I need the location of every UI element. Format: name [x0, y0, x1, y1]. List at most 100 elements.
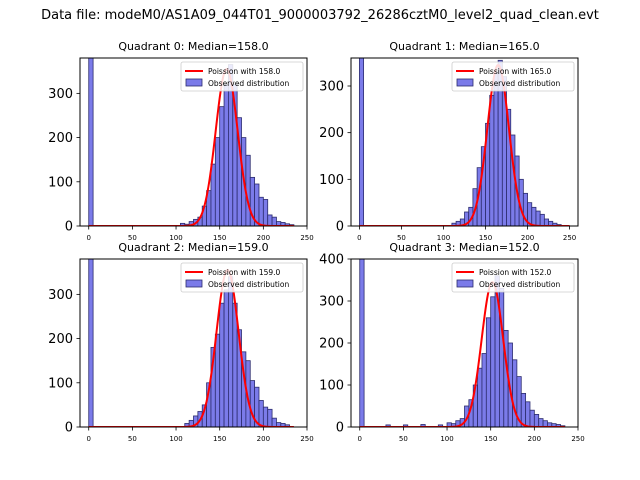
panel-title: Quadrant 3: Median=152.0	[389, 241, 539, 254]
x-tick-label: 250	[300, 435, 313, 443]
histogram-bar	[359, 58, 365, 226]
histogram-bar	[525, 401, 531, 427]
x-tick-label: 250	[300, 234, 313, 242]
legend-box	[451, 262, 575, 293]
x-tick-label: 100	[169, 234, 182, 242]
x-tick-label: 250	[571, 435, 584, 443]
histogram-bar	[489, 94, 495, 226]
y-tick-label: 200	[48, 332, 73, 347]
histogram-bar	[88, 259, 94, 427]
x-tick-label: 0	[357, 435, 361, 443]
histogram-bar	[219, 106, 225, 226]
legend-line-label: Poission with 165.0	[479, 67, 552, 76]
histogram-bar	[533, 413, 540, 427]
histogram-bar	[267, 408, 273, 427]
quadrant-1-panel: 0 50 100 150 200 250 0 100 200 300 Quadrant 1: Med…	[319, 40, 579, 242]
histogram-bar	[485, 317, 492, 427]
panel-title: Quadrant 2: Median=159.0	[118, 241, 268, 254]
legend-box	[180, 61, 304, 92]
y-tick-label: 200	[319, 337, 344, 352]
plot-data-layer	[359, 58, 570, 226]
histogram-bar	[262, 199, 269, 226]
legend-box	[451, 61, 575, 92]
histogram-bar	[214, 137, 221, 226]
legend-bar-swatch	[185, 279, 203, 288]
quadrant-3-panel: 0 50 100 150 200 250 0 100 200 300 400 Quadrant 3: …	[319, 241, 585, 443]
legend-line-label: Poission with 158.0	[208, 67, 281, 76]
y-tick-label: 0	[336, 220, 344, 235]
y-tick-label: 200	[48, 131, 73, 146]
y-tick-label: 300	[319, 295, 344, 310]
x-tick-label: 50	[128, 435, 137, 443]
x-tick-label: 50	[399, 435, 408, 443]
panel-title: Quadrant 1: Median=165.0	[389, 40, 539, 53]
y-tick-label: 100	[319, 173, 344, 188]
y-tick-label: 200	[319, 126, 344, 141]
x-tick-label: 100	[169, 435, 182, 443]
x-tick-label: 200	[257, 435, 270, 443]
axes-frame	[79, 258, 308, 428]
histogram-bar	[271, 216, 277, 226]
quadrant-0-panel: 0 50 100 150 200 250 0 100 200 300 Quadrant 0: Med…	[48, 40, 314, 242]
poisson-curve	[359, 63, 570, 226]
plot-data-layer	[88, 259, 294, 427]
figure-title: Data file: modeM0/AS1A09_044T01_90000037…	[41, 8, 599, 23]
histogram-bar	[359, 259, 365, 427]
histogram-bar	[543, 218, 549, 226]
x-tick-label: 200	[521, 234, 534, 242]
x-tick-label: 0	[86, 234, 90, 242]
x-tick-label: 250	[563, 234, 576, 242]
legend-box	[180, 262, 304, 293]
axes-frame	[350, 57, 579, 227]
histogram-bar	[538, 418, 544, 427]
legend-bar-swatch	[456, 78, 474, 87]
histogram-bar	[210, 163, 216, 226]
histogram-bar	[493, 71, 499, 226]
x-tick-label: 150	[479, 234, 492, 242]
histogram-bar	[258, 400, 264, 427]
y-tick-label: 100	[48, 175, 73, 190]
panel-title: Quadrant 0: Median=158.0	[118, 40, 268, 53]
histogram-bar	[481, 353, 487, 427]
poisson-curve	[88, 268, 294, 427]
histogram-bar	[477, 367, 483, 427]
histogram-bar	[539, 213, 545, 226]
histogram-bar	[214, 333, 221, 427]
histogram-bar	[529, 409, 535, 427]
x-tick-label: 200	[528, 435, 541, 443]
y-tick-label: 300	[48, 288, 73, 303]
x-tick-label: 150	[484, 435, 497, 443]
histogram-bar	[535, 210, 541, 226]
poisson-curve	[359, 280, 565, 427]
histogram-bar	[271, 417, 277, 427]
histogram-bar	[223, 84, 229, 226]
y-tick-label: 100	[319, 379, 344, 394]
y-tick-label: 300	[48, 87, 73, 102]
histogram-bar	[520, 392, 527, 427]
x-tick-label: 150	[213, 435, 226, 443]
axes-frame	[79, 57, 308, 227]
y-tick-label: 100	[48, 376, 73, 391]
x-tick-label: 100	[437, 234, 450, 242]
y-tick-label: 0	[65, 220, 73, 235]
histogram-bar	[258, 196, 264, 226]
legend-bar-label: Observed distribution	[479, 280, 560, 289]
legend-bar-label: Observed distribution	[208, 280, 289, 289]
histogram-bar	[219, 302, 225, 427]
plot-data-layer	[359, 259, 566, 427]
histogram-bar	[490, 296, 496, 427]
x-tick-label: 200	[257, 234, 270, 242]
y-tick-label: 0	[336, 421, 344, 436]
histogram-bar	[262, 406, 269, 427]
x-tick-label: 0	[357, 234, 361, 242]
histogram-bar	[267, 214, 273, 226]
x-tick-label: 150	[213, 234, 226, 242]
histogram-bar	[88, 58, 94, 226]
legend-bar-swatch	[456, 279, 474, 288]
histogram-bar	[228, 276, 234, 427]
legend-bar-swatch	[185, 78, 203, 87]
x-tick-label: 50	[397, 234, 406, 242]
histogram-bar	[223, 289, 229, 427]
histogram-bar	[531, 206, 537, 226]
